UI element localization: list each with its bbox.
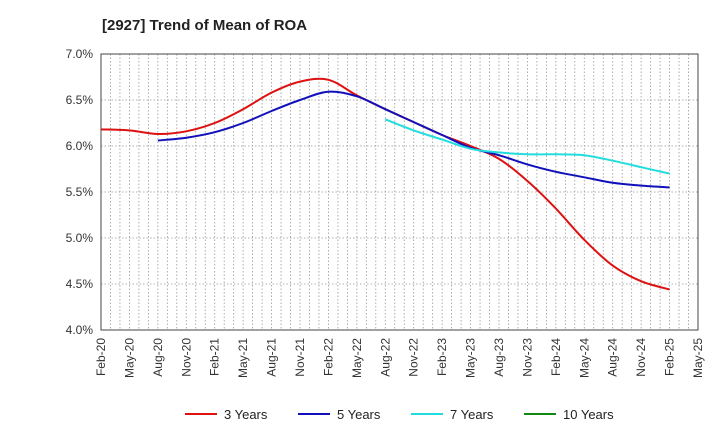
x-tick-label: Aug-22	[378, 338, 392, 377]
x-tick-label: May-21	[236, 338, 250, 378]
x-tick-label: Nov-22	[407, 338, 421, 377]
legend-label-7-years: 7 Years	[450, 407, 494, 422]
x-tick-label: Feb-21	[208, 338, 222, 376]
x-tick-label: Aug-21	[265, 338, 279, 377]
x-tick-label: Feb-23	[435, 338, 449, 376]
y-tick-label: 6.5%	[66, 93, 94, 107]
legend: 3 Years 5 Years 7 Years 10 Years	[185, 407, 614, 422]
x-tick-label: May-23	[464, 338, 478, 378]
legend-label-3-years: 3 Years	[224, 407, 268, 422]
y-tick-label: 4.0%	[66, 323, 94, 337]
x-tick-label: Nov-21	[293, 338, 307, 377]
legend-label-10-years: 10 Years	[563, 407, 614, 422]
x-tick-label: Aug-20	[151, 338, 165, 377]
x-tick-label: Feb-25	[663, 338, 677, 376]
plot-area-frame	[100, 53, 699, 331]
x-axis: Feb-20 May-20 Aug-20 Nov-20 Feb-21 May-21 Aug-…	[94, 338, 705, 378]
x-tick-label: Nov-24	[634, 338, 648, 377]
y-tick-label: 5.0%	[66, 231, 94, 245]
x-tick-label: Nov-23	[520, 338, 534, 377]
series-line-7-years	[384, 118, 670, 175]
chart-title: [2927] Trend of Mean of ROA	[102, 17, 307, 34]
y-tick-label: 4.5%	[66, 277, 94, 291]
y-tick-label: 6.0%	[66, 139, 94, 153]
x-tick-label: Feb-22	[321, 338, 335, 376]
x-tick-label: May-20	[122, 338, 136, 378]
grid	[101, 54, 698, 330]
y-axis: 7.0% 6.5% 6.0% 5.5% 5.0% 4.5% 4.0%	[66, 47, 94, 337]
x-tick-label: Nov-20	[179, 338, 193, 377]
legend-label-5-years: 5 Years	[337, 407, 381, 422]
x-tick-label: Feb-20	[94, 338, 108, 376]
series-lines	[100, 77, 670, 291]
x-tick-label: Aug-24	[606, 338, 620, 377]
y-tick-label: 5.5%	[66, 185, 94, 199]
x-tick-label: Feb-24	[549, 338, 563, 376]
y-tick-label: 7.0%	[66, 47, 94, 61]
x-tick-label: May-22	[350, 338, 364, 378]
series-line-5-years	[157, 90, 670, 189]
x-tick-label: May-25	[691, 338, 705, 378]
x-tick-label: Aug-23	[492, 338, 506, 377]
x-tick-label: May-24	[577, 338, 591, 378]
